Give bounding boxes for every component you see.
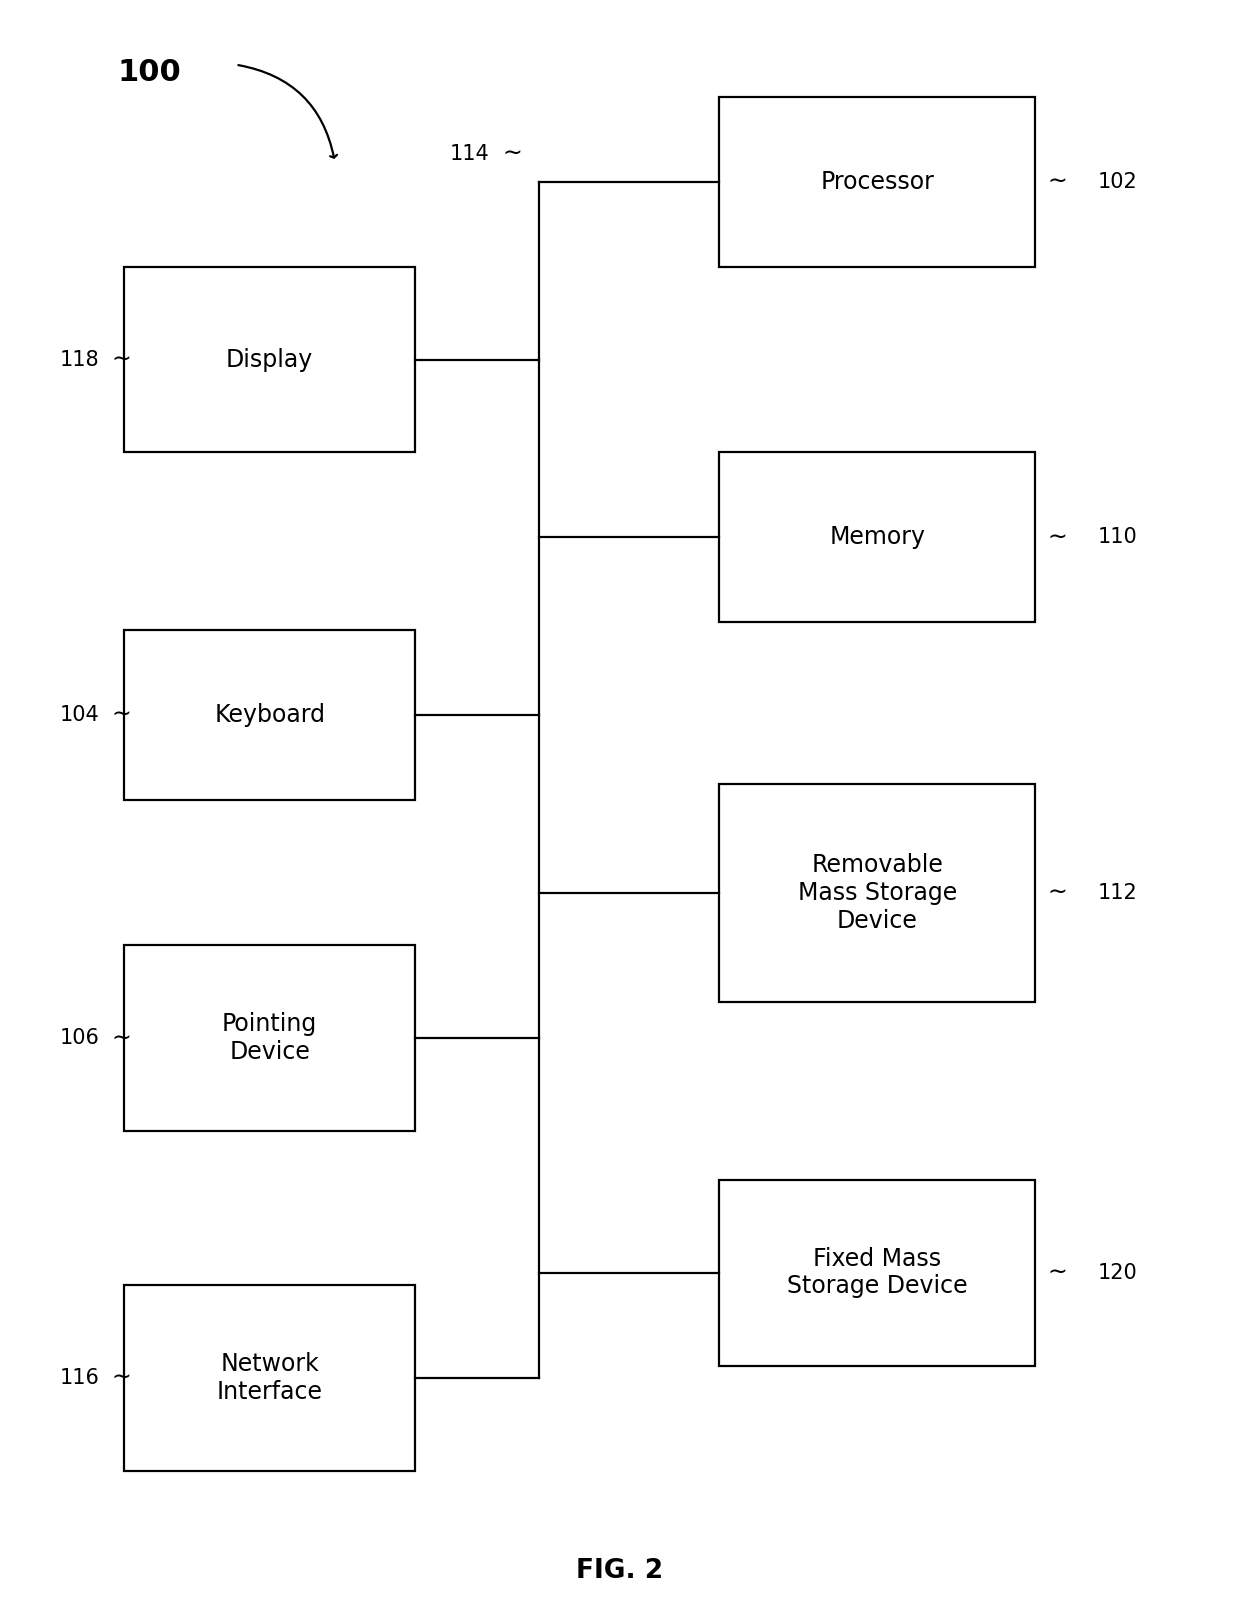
Text: ∼: ∼ xyxy=(502,142,522,165)
Text: ∼: ∼ xyxy=(1048,170,1068,194)
Text: Processor: Processor xyxy=(821,170,934,194)
Text: 104: 104 xyxy=(60,705,99,726)
Text: FIG. 2: FIG. 2 xyxy=(577,1558,663,1584)
Text: ∼: ∼ xyxy=(1048,525,1068,549)
Text: ∼: ∼ xyxy=(112,1366,131,1390)
Bar xyxy=(124,267,415,452)
Text: 112: 112 xyxy=(1097,882,1137,903)
Text: 120: 120 xyxy=(1097,1262,1137,1283)
Text: 100: 100 xyxy=(118,58,181,87)
Text: 110: 110 xyxy=(1097,527,1137,548)
Text: ∼: ∼ xyxy=(112,347,131,372)
Text: 102: 102 xyxy=(1097,171,1137,192)
Text: Network
Interface: Network Interface xyxy=(217,1351,322,1404)
Text: Fixed Mass
Storage Device: Fixed Mass Storage Device xyxy=(787,1246,967,1299)
Text: 106: 106 xyxy=(60,1028,99,1049)
Bar xyxy=(719,1180,1035,1366)
Text: ∼: ∼ xyxy=(112,1026,131,1050)
Text: ∼: ∼ xyxy=(112,703,131,727)
Bar xyxy=(124,630,415,800)
Text: ∼: ∼ xyxy=(1048,1260,1068,1285)
Text: 116: 116 xyxy=(60,1367,99,1388)
Text: Memory: Memory xyxy=(830,525,925,549)
Text: 114: 114 xyxy=(450,144,490,163)
Text: Display: Display xyxy=(226,347,314,372)
Bar xyxy=(719,97,1035,267)
Bar xyxy=(719,452,1035,622)
Text: Pointing
Device: Pointing Device xyxy=(222,1012,317,1065)
Bar xyxy=(719,784,1035,1002)
Bar xyxy=(124,1285,415,1471)
Bar xyxy=(124,945,415,1131)
Text: Keyboard: Keyboard xyxy=(215,703,325,727)
Text: Removable
Mass Storage
Device: Removable Mass Storage Device xyxy=(797,853,957,932)
Text: 118: 118 xyxy=(60,349,99,370)
Text: ∼: ∼ xyxy=(1048,881,1068,905)
